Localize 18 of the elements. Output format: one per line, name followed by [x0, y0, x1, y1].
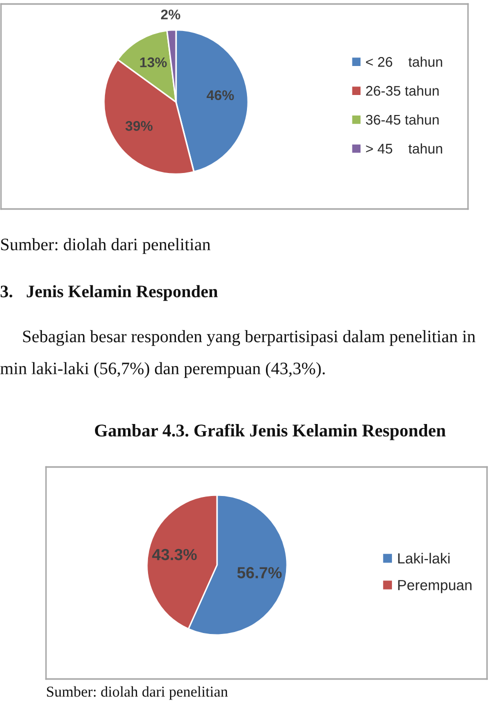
data-label: 2% [161, 10, 180, 20]
legend-label: 36-45 tahun [366, 114, 439, 125]
data-label: 43.3% [152, 548, 197, 560]
legend-label: Laki-laki [398, 552, 450, 564]
data-label: 39% [125, 121, 153, 131]
text: Sumber: diolah dari penelitian [1, 238, 210, 254]
text: 3. Jenis Kelamin Responden [0, 285, 218, 301]
legend-label: < 26 tahun [366, 56, 442, 67]
legend-label: > 45 tahun [366, 143, 442, 154]
chart-title: Gambar 4.3. Grafik Jenis Kelamin Responden [94, 424, 446, 440]
legend-label: Perempuan [398, 580, 472, 594]
text: Sumber: diolah dari penelitian [47, 686, 228, 700]
data-label: 46% [206, 90, 234, 100]
data-label: 56.7% [237, 567, 282, 578]
data-label: 13% [140, 57, 167, 68]
text: Sebagian besar responden yang berpartisipasi dalam penelitian in [23, 330, 476, 346]
legend-label: 26-35 tahun [366, 86, 439, 96]
text: min laki-laki (56,7%) dan perempuan (43,3%). [0, 362, 325, 378]
